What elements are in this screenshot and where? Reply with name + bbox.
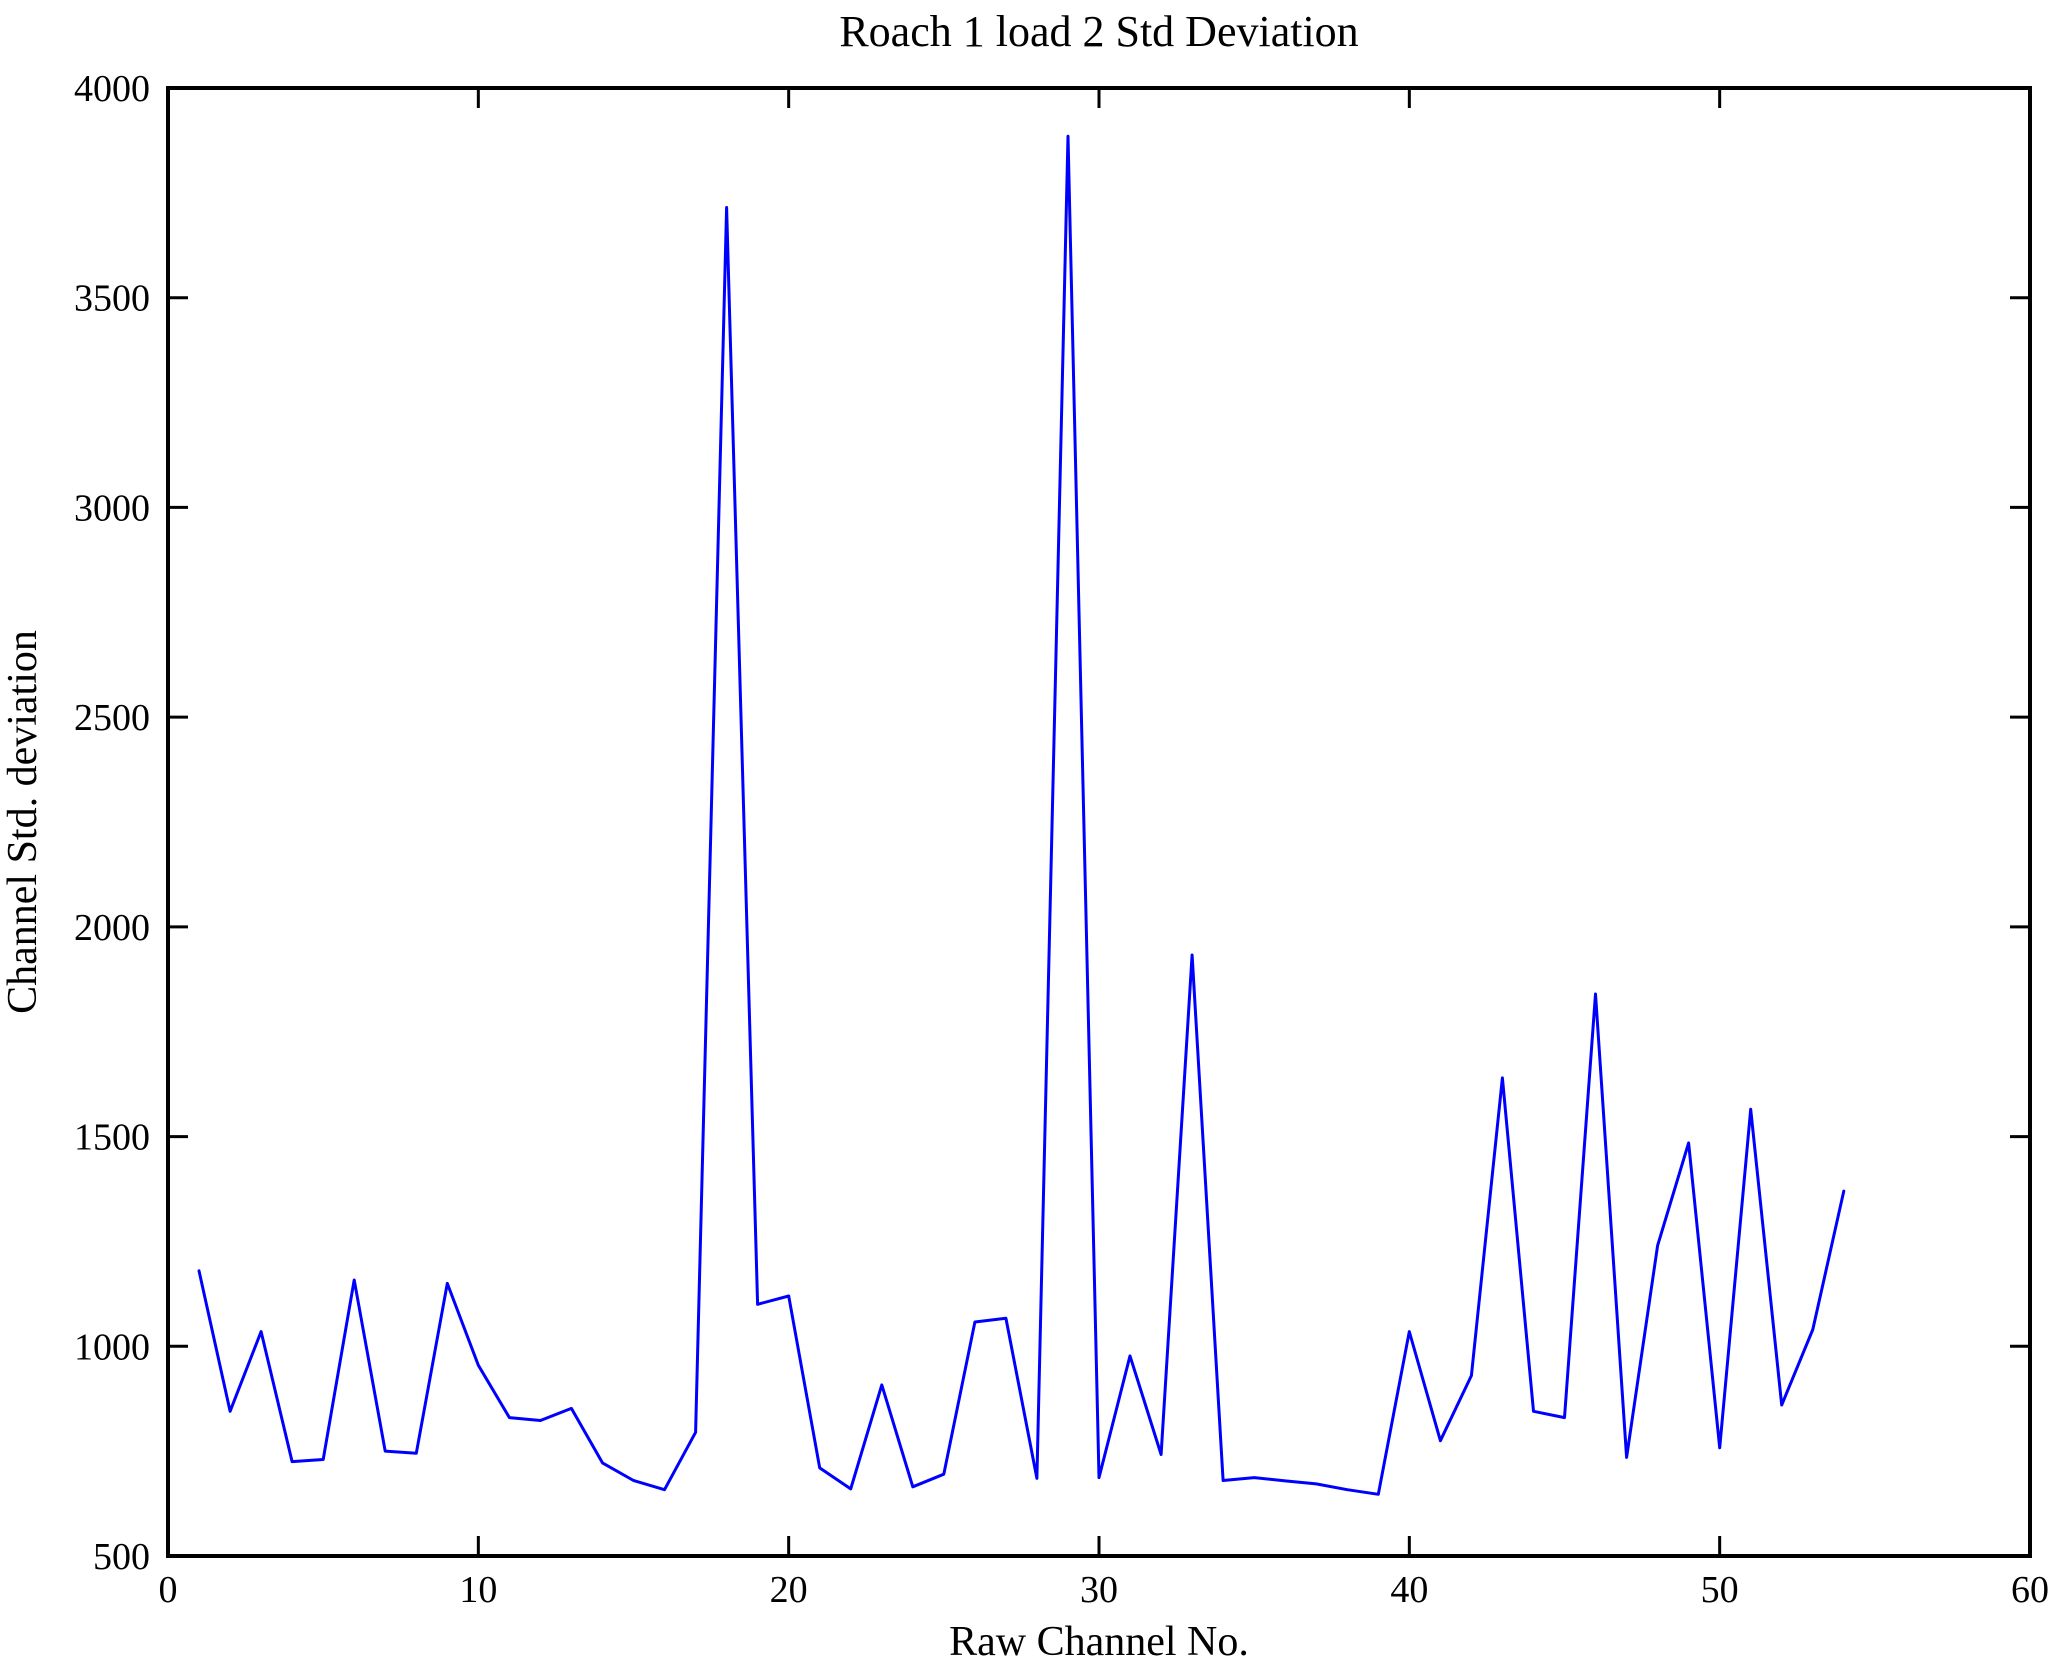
series-line bbox=[197, 134, 1846, 1496]
y-axis-label: Channel Std. deviation bbox=[0, 630, 46, 1014]
y-tick-label: 4000 bbox=[74, 68, 150, 110]
x-tick-label: 10 bbox=[459, 1569, 497, 1611]
plot-area bbox=[166, 86, 2032, 1558]
y-tick-label: 3500 bbox=[74, 278, 150, 320]
axis-tick-labels: 0 10 20 30 40 50 60 500 1000 1500 2000 2500 3000 3500… bbox=[74, 68, 2049, 1611]
y-tick-label: 2000 bbox=[74, 907, 150, 949]
axis-ticks bbox=[166, 86, 2032, 1558]
y-tick-label: 1500 bbox=[74, 1117, 150, 1159]
x-axis-label: Raw Channel No. bbox=[949, 1619, 1249, 1665]
y-tick-label: 3000 bbox=[74, 487, 150, 529]
y-tick-label: 1000 bbox=[74, 1326, 150, 1368]
x-tick-label: 0 bbox=[159, 1569, 178, 1611]
y-tick-label: 500 bbox=[93, 1536, 150, 1578]
chart-title: Roach 1 load 2 Std Deviation bbox=[839, 7, 1358, 56]
x-tick-label: 20 bbox=[770, 1569, 808, 1611]
y-tick-label: 2500 bbox=[74, 697, 150, 739]
x-tick-label: 50 bbox=[1701, 1569, 1739, 1611]
x-tick-label: 30 bbox=[1080, 1569, 1118, 1611]
x-tick-label: 40 bbox=[1390, 1569, 1428, 1611]
x-tick-label: 60 bbox=[2011, 1569, 2049, 1611]
